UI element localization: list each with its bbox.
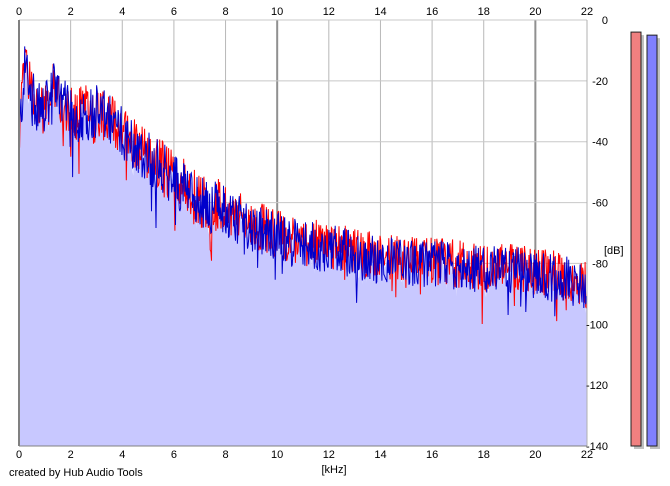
series-layer: [18, 46, 588, 325]
x-tick-label-top: 14: [374, 6, 386, 18]
x-tick-label-bottom: 10: [271, 449, 283, 461]
y-tick-label: -80: [592, 258, 608, 270]
y-tick-labels: 0 -20 -40 -60 -80 -100 -120 -140: [586, 15, 608, 453]
x-tick-label-top: 20: [529, 6, 541, 18]
level-meter-right: [646, 34, 658, 447]
y-tick-label: -140: [586, 441, 608, 453]
x-tick-label-bottom: 12: [323, 449, 335, 461]
x-tick-label-bottom: 8: [222, 449, 228, 461]
x-tick-label-bottom: 14: [374, 449, 386, 461]
plot-frame: [18, 20, 588, 447]
spectrum-fill: [19, 55, 587, 446]
credit-text: created by Hub Audio Tools: [9, 467, 143, 479]
y-tick-label: -120: [586, 380, 608, 392]
x-tick-label-top: 22: [581, 6, 593, 18]
x-tick-label-top: 10: [271, 6, 283, 18]
x-tick-label-bottom: 16: [426, 449, 438, 461]
y-axis-label: [dB]: [604, 245, 624, 257]
x-tick-label-bottom: 0: [16, 449, 22, 461]
x-tick-label-top: 0: [16, 6, 22, 18]
x-tick-label-bottom: 20: [529, 449, 541, 461]
x-tick-label-bottom: 22: [581, 449, 593, 461]
x-tick-label-top: 12: [323, 6, 335, 18]
x-tick-label-bottom: 6: [171, 449, 177, 461]
x-tick-label-bottom: 18: [478, 449, 490, 461]
spectrum-fill-area: [19, 55, 587, 446]
x-tick-label-top: 8: [222, 6, 228, 18]
y-tick-label: -100: [586, 319, 608, 331]
x-tick-label-bottom: 2: [68, 449, 74, 461]
x-tick-label-bottom: 4: [119, 449, 125, 461]
x-tick-label-top: 6: [171, 6, 177, 18]
x-tick-label-top: 16: [426, 6, 438, 18]
y-tick-label: 0: [602, 15, 608, 27]
x-axis-label: [kHz]: [321, 464, 346, 476]
x-tick-label-top: 4: [119, 6, 125, 18]
level-meters: [630, 31, 660, 449]
y-tick-label: -20: [592, 76, 608, 88]
series-line-right: [18, 46, 588, 317]
y-tick-label: -40: [592, 137, 608, 149]
level-meter-left: [630, 31, 642, 447]
y-tick-label: -60: [592, 198, 608, 210]
x-tick-label-top: 18: [478, 6, 490, 18]
x-tick-label-top: 2: [68, 6, 74, 18]
